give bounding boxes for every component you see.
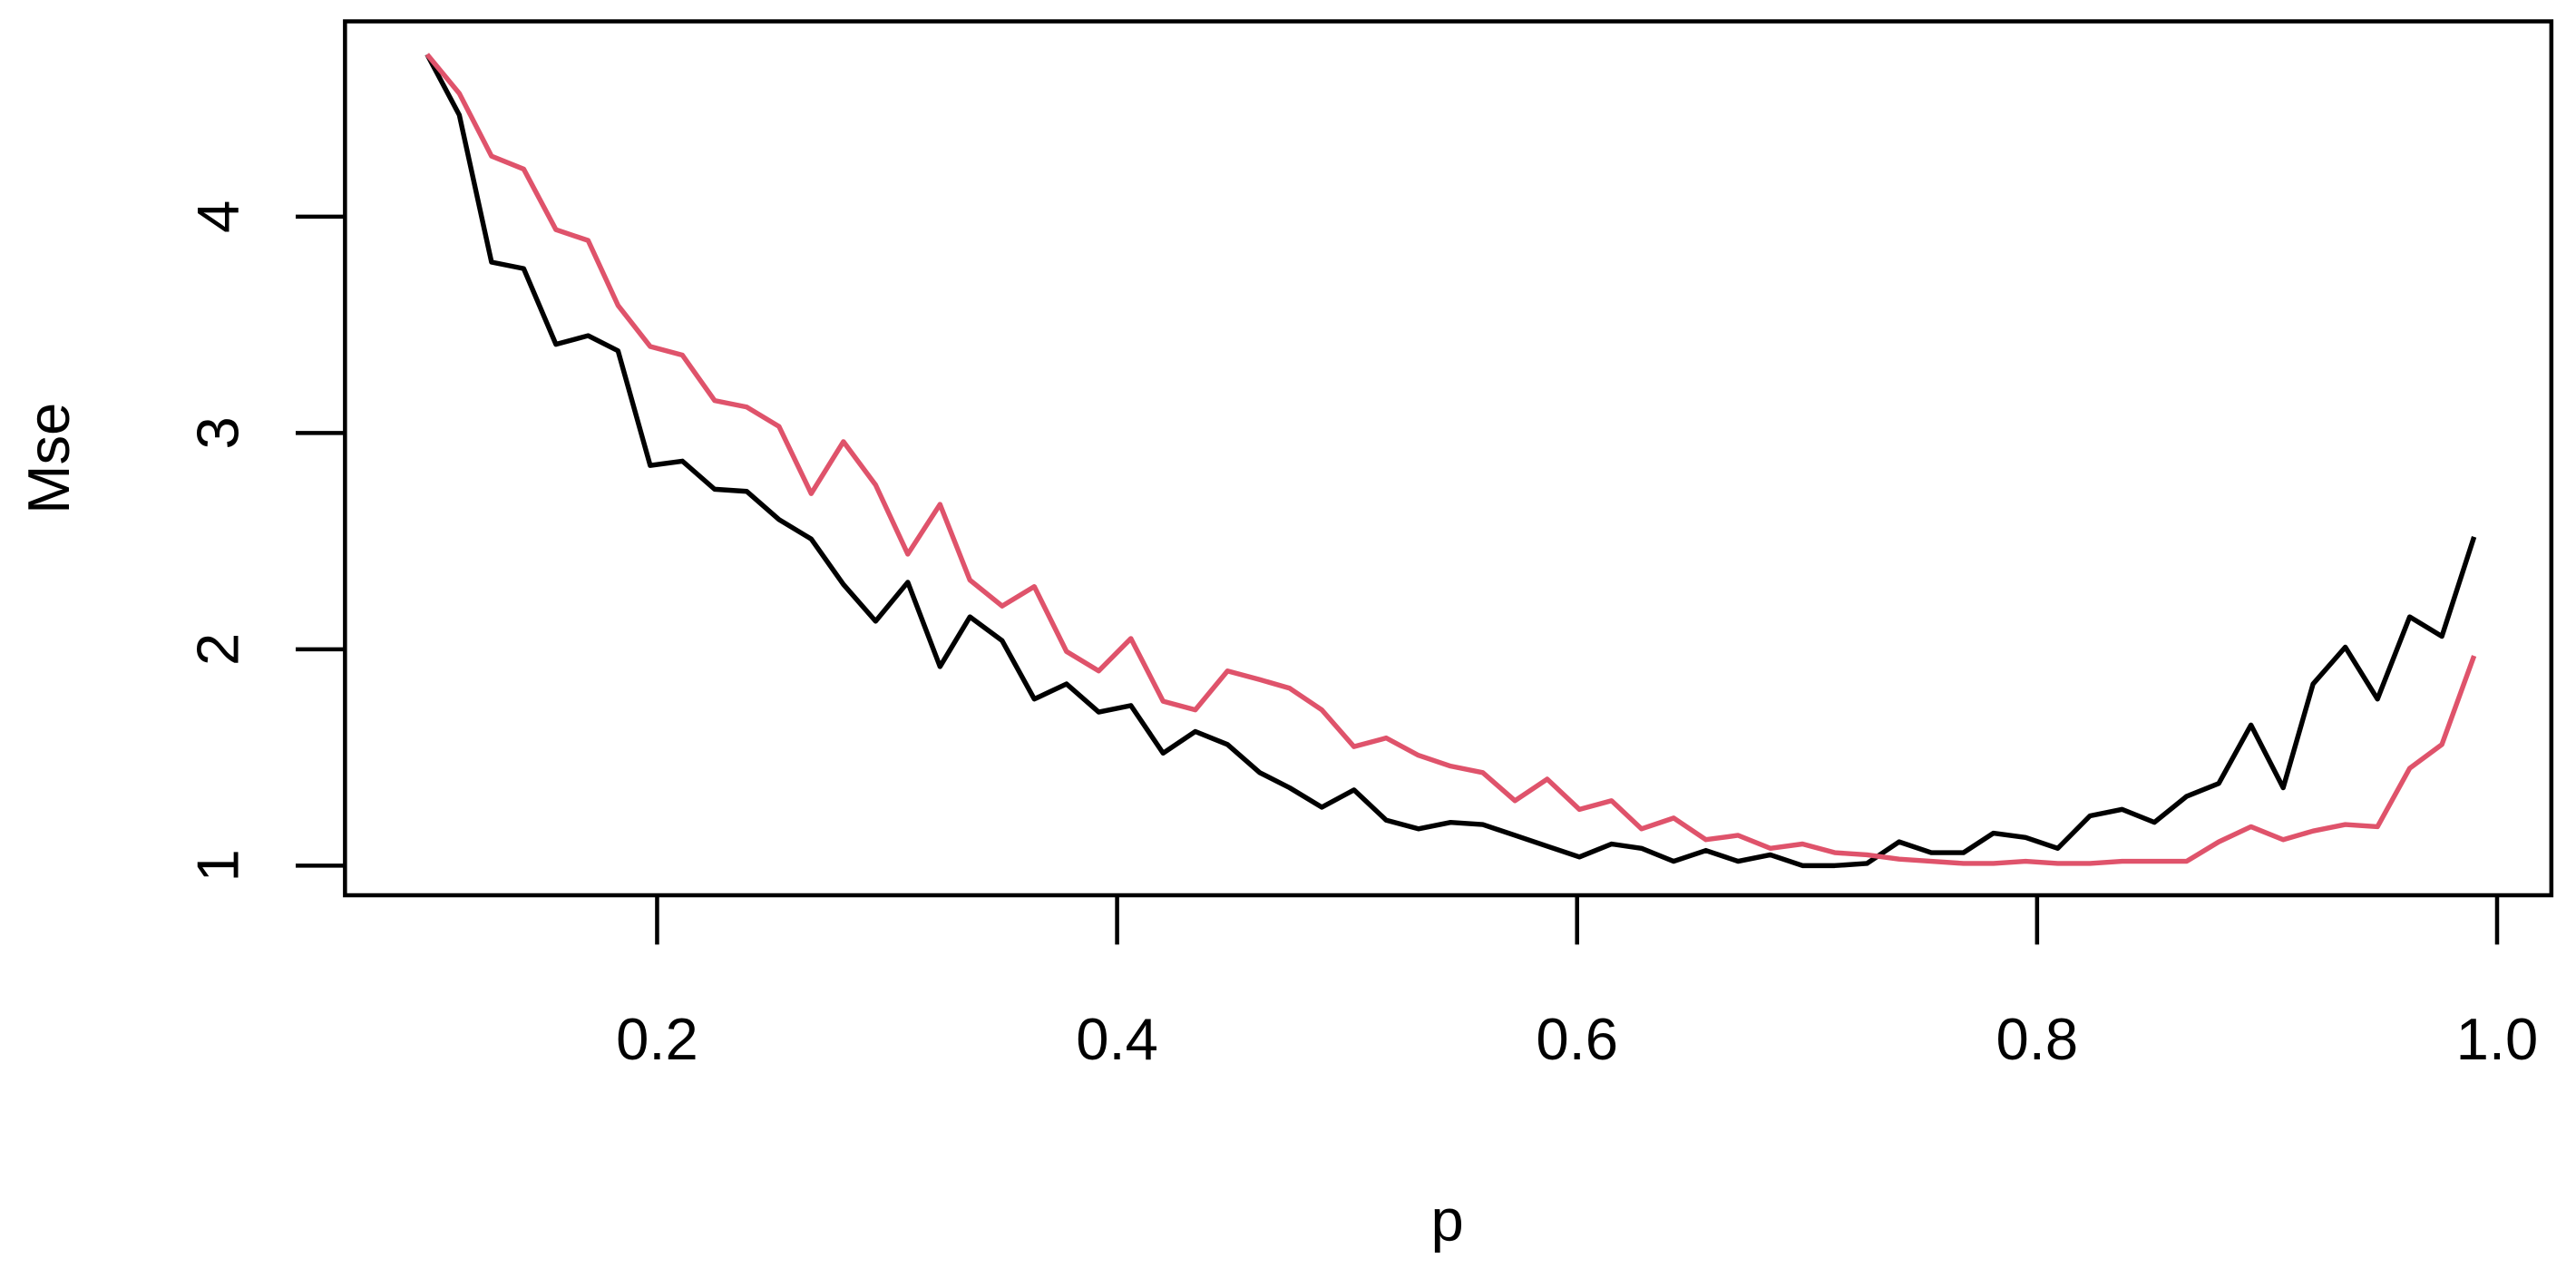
- y-axis-label: Mse: [15, 403, 82, 514]
- x-tick-label: 0.2: [616, 1006, 698, 1072]
- y-tick-label: 2: [185, 633, 251, 666]
- y-tick-label: 1: [185, 849, 251, 882]
- plot-box: [343, 19, 2554, 898]
- x-tick-label: 0.4: [1076, 1006, 1158, 1072]
- x-tick-label: 0.6: [1536, 1006, 1618, 1072]
- x-tick-label: 0.8: [1996, 1006, 2079, 1072]
- line-series: [424, 53, 2477, 869]
- line-series: [424, 53, 2477, 866]
- x-tick-label: 1.0: [2456, 1006, 2539, 1072]
- y-tick-label: 3: [185, 416, 251, 449]
- x-axis-label: p: [1431, 1186, 1464, 1253]
- y-tick-label: 4: [185, 200, 251, 233]
